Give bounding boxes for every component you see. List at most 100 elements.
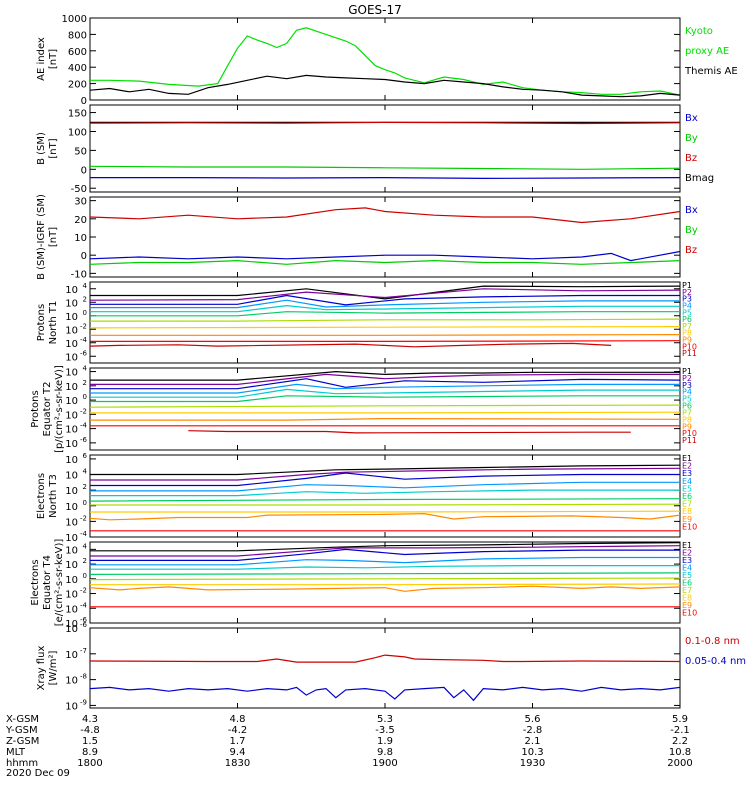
y-tick-exponent: -2 [80,587,87,595]
y-tick-exponent: -4 [80,422,88,430]
series-line-Bx [89,250,681,262]
x-row-value: 4.8 [230,714,246,725]
legend-entry: E7 [682,500,692,509]
y-tick-label: 0 [81,165,87,176]
y-tick-label: 400 [68,63,87,74]
y-tick-label: 20 [74,215,87,226]
y-tick-label: 10 [65,676,78,687]
x-row-value: 2000 [667,758,692,769]
y-axis-label: Xray flux [36,646,47,691]
series-line-E9 [89,585,681,592]
y-tick-label: 30 [74,197,87,208]
y-axis-label: Electrons [36,473,47,519]
legend-entry: E6 [682,579,692,588]
panel-frame-xray [89,627,681,709]
x-row-value: 10.3 [521,747,543,758]
legend-entry: P9 [682,336,692,345]
x-row-value: 1800 [77,758,102,769]
y-tick-label: 10 [65,650,78,661]
legend-entry: E2 [682,549,692,558]
x-row-value: 1.7 [230,736,246,747]
y-tick-label: 10 [65,517,78,528]
legend-entry: P10 [682,429,697,438]
x-row-value: 5.9 [672,714,688,725]
series-line-By [89,165,681,170]
y-tick-label: 10 [65,425,78,436]
y-tick-exponent: 0 [83,393,87,401]
y-tick-exponent: -6 [80,349,88,357]
y-tick-label: 10 [65,545,78,556]
series-line-P7 [89,404,681,408]
y-axis-label: Equator T4 [42,555,53,610]
y-tick-exponent: -2 [80,514,87,522]
y-axis-label: [nT] [48,138,59,158]
x-row-value: -2.1 [670,725,690,736]
y-tick-exponent: -9 [80,698,87,706]
y-tick-label: 10 [65,439,78,450]
y-axis-label: North T3 [48,474,59,518]
y-axis-label: [e/(cm²-s-sr-keV)] [54,539,65,627]
y-tick-exponent: 0 [83,309,87,317]
y-tick-label: 10 [65,368,78,379]
legend-entry: E1 [682,454,692,463]
y-tick-exponent: 0 [83,572,87,580]
x-row-label: hhmm [6,758,38,769]
series-line-P10 [90,340,681,342]
y-tick-label: 100 [68,127,87,138]
x-row-value: -2.8 [523,725,543,736]
series-line-E9 [89,512,681,521]
series-line-P1 [90,370,680,381]
x-row-label: Z-GSM [6,736,39,747]
legend-entry: proxy AE [685,46,729,57]
y-tick-exponent: -6 [80,436,88,444]
series-line-P3 [90,378,681,390]
y-tick-label: 200 [68,80,87,91]
series-line-E2 [90,545,681,557]
y-tick-label: 10 [65,604,78,615]
y-tick-label: 10 [65,486,78,497]
legend-entry: P11 [682,436,697,445]
x-row-value: 9.4 [230,747,246,758]
y-tick-label: 150 [68,109,87,120]
legend-entry: P6 [682,315,692,324]
y-tick-exponent: -6 [80,616,88,624]
x-row-value: 10.8 [669,747,691,758]
x-row-value: 4.3 [82,714,98,725]
x-row-value: 2.2 [672,736,688,747]
series-line-P11 [188,430,631,434]
y-tick-label: 10 [65,325,78,336]
y-tick-label: 10 [65,298,78,309]
series-line-P6 [90,395,680,403]
y-tick-label: 10 [65,382,78,393]
y-tick-label: 10 [65,619,78,630]
panel-frame-electrons_t4 [89,541,681,624]
legend-entry: P1 [682,281,692,290]
x-row-label: Y-GSM [5,725,38,736]
legend-entry: Kyoto [685,26,713,37]
x-row-value: -4.2 [228,725,248,736]
series-line-0-05-0-4-nm [89,686,681,702]
legend-entry: By [685,133,698,144]
legend-entry: P2 [682,374,692,383]
series-line-P4 [90,299,680,309]
y-tick-label: 10 [65,396,78,407]
legend-entry: Themis AE [684,66,738,77]
y-tick-exponent: -4 [80,601,88,609]
series-line-P7 [90,318,681,322]
y-tick-label: 10 [74,233,87,244]
y-tick-label: 600 [68,47,87,58]
legend-entry: P1 [682,367,692,376]
y-tick-label: 0 [81,251,87,262]
y-tick-label: 10 [65,312,78,323]
y-tick-exponent: 2 [83,483,87,491]
y-tick-exponent: 4 [83,542,88,550]
y-tick-label: -50 [71,184,87,195]
series-line-P5 [90,304,680,313]
x-row-value: 5.6 [525,714,541,725]
series-line-E5 [90,489,680,497]
series-line-E6 [89,498,681,502]
legend-entry: 0.05-0.4 nm [685,656,746,667]
y-axis-label: Electrons [30,559,41,605]
y-tick-label: 10 [65,624,78,635]
series-line-E6 [89,572,681,575]
